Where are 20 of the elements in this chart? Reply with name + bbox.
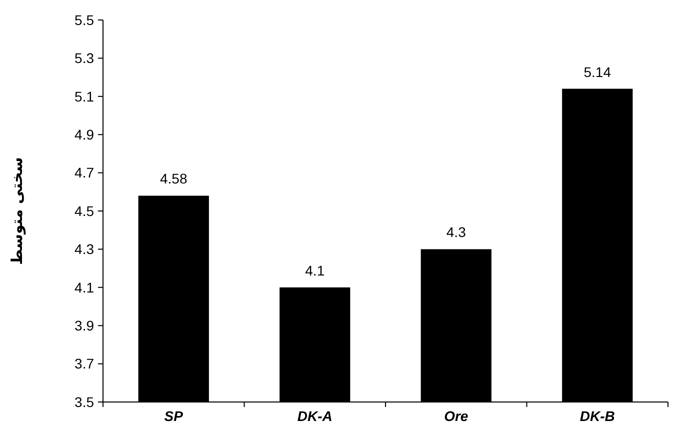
y-tick-label: 5.1	[74, 88, 94, 104]
data-label: 4.1	[305, 262, 325, 278]
x-tick-label: SP	[164, 408, 184, 424]
data-label: 5.14	[584, 64, 612, 80]
x-tick-label: DK-B	[580, 408, 615, 424]
x-tick-label: DK-A	[297, 408, 332, 424]
y-axis-title: سختی متوسط	[8, 157, 26, 265]
y-tick-label: 3.9	[74, 318, 94, 334]
y-tick-label: 4.5	[74, 202, 94, 219]
y-tick-label: 4.3	[74, 241, 94, 258]
data-label: 4.3	[446, 224, 466, 240]
y-tick-label: 5.5	[74, 12, 94, 28]
x-tick-label: Ore	[444, 408, 468, 424]
y-tick-label: 4.9	[74, 126, 94, 142]
y-tick-label: 4.1	[74, 279, 94, 296]
data-label: 4.58	[160, 170, 188, 187]
y-tick-label: 3.5	[74, 394, 94, 410]
y-tick-label: 4.7	[74, 164, 94, 181]
y-tick-label: 3.7	[74, 356, 94, 372]
y-tick-label: 5.3	[74, 50, 94, 66]
